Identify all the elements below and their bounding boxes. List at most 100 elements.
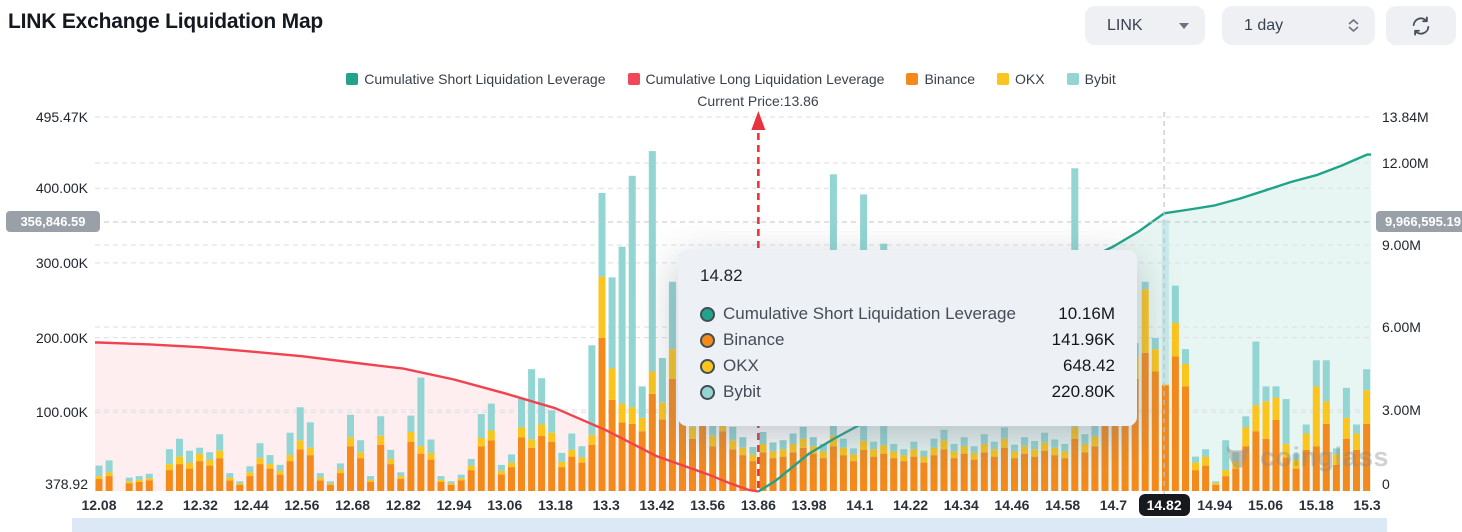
liquidation-bar-segment <box>1353 424 1360 434</box>
liquidation-bar-segment <box>186 450 193 463</box>
x-axis-tick-13.18: 13.18 <box>537 497 573 513</box>
liquidation-bar-segment <box>1000 447 1008 491</box>
right-axis-tick: 6.00M <box>1382 319 1421 336</box>
liquidation-bar-segment <box>1021 446 1028 454</box>
x-axis-tick-12.94: 12.94 <box>436 497 472 513</box>
liquidation-bar-segment <box>689 438 696 491</box>
liquidation-bar-segment <box>508 467 515 491</box>
liquidation-bar-segment <box>648 151 656 372</box>
liquidation-bar-segment <box>1222 476 1230 491</box>
x-axis-tick-13.06: 13.06 <box>487 497 523 513</box>
right-axis-tick: 0 <box>1382 476 1390 492</box>
liquidation-bar-segment <box>1051 439 1059 448</box>
liquidation-bar-segment <box>568 433 576 450</box>
liquidation-bar-segment <box>538 424 546 436</box>
liquidation-bar-segment <box>1363 390 1371 424</box>
liquidation-bar-segment <box>759 432 767 444</box>
liquidation-bar-segment <box>457 478 465 481</box>
liquidation-bar-segment <box>377 444 385 491</box>
liquidation-bar-segment <box>638 431 646 491</box>
liquidation-bar-segment <box>186 468 193 491</box>
liquidation-bar-segment <box>296 440 304 450</box>
liquidation-bar-segment <box>739 437 747 448</box>
x-axis-tick-12.56: 12.56 <box>284 497 320 513</box>
liquidation-bar-segment <box>256 458 264 465</box>
liquidation-bar-segment <box>769 442 777 452</box>
liquidation-bar-segment <box>789 452 797 491</box>
liquidation-bar-segment <box>105 460 113 473</box>
liquidation-bar-segment <box>779 440 787 450</box>
liquidation-bar-segment <box>1302 424 1310 434</box>
liquidation-bar-segment <box>1232 452 1240 462</box>
interval-select[interactable]: 1 day <box>1222 6 1375 45</box>
liquidation-bar-segment <box>397 476 405 480</box>
liquidation-bar-segment <box>870 441 878 450</box>
legend-label: Cumulative Long Liquidation Leverage <box>645 71 885 87</box>
liquidation-bar-segment <box>246 466 254 473</box>
legend-item-okx[interactable]: OKX <box>997 71 1045 87</box>
liquidation-bar-segment <box>839 447 847 456</box>
liquidation-bar-segment <box>407 441 415 491</box>
liquidation-bar-segment <box>176 464 183 491</box>
liquidation-bar-segment <box>890 451 898 459</box>
legend-item-bybit[interactable]: Bybit <box>1066 71 1116 87</box>
liquidation-bar-segment <box>226 477 234 481</box>
right-axis-tick: 9.00M <box>1382 237 1421 254</box>
legend-item-cumulative-long-liquidation-leverage[interactable]: Cumulative Long Liquidation Leverage <box>627 71 885 87</box>
liquidation-bar-segment <box>266 455 274 465</box>
liquidation-bar-segment <box>618 422 626 491</box>
symbol-select[interactable]: LINK <box>1085 6 1205 45</box>
liquidation-bar-segment <box>316 480 324 491</box>
liquidation-bar-segment <box>950 451 958 459</box>
liquidation-bar-segment <box>1061 458 1069 491</box>
liquidation-bar-segment <box>206 459 214 466</box>
liquidation-bar-segment <box>286 461 294 491</box>
liquidation-bar-segment <box>819 451 827 459</box>
liquidation-bar-segment <box>920 462 928 491</box>
x-axis-tick-14.46: 14.46 <box>994 497 1030 513</box>
liquidation-bar-segment <box>990 449 998 457</box>
liquidation-bar-segment <box>216 458 224 491</box>
chart-scrollbar[interactable] <box>72 518 1387 532</box>
liquidation-bar-segment <box>1021 453 1028 491</box>
liquidation-bar-segment <box>457 474 465 479</box>
tooltip-row-short: Cumulative Short Liquidation Leverage 10… <box>700 301 1115 327</box>
symbol-select-value: LINK <box>1107 16 1143 34</box>
liquidation-bar-segment <box>1322 401 1330 424</box>
liquidation-bar-segment <box>528 447 536 491</box>
liquidation-bar-segment <box>437 476 445 480</box>
liquidation-bar-segment <box>658 419 666 491</box>
liquidation-bar-segment <box>437 482 445 491</box>
liquidation-bar-segment <box>165 464 173 471</box>
x-axis-tick-14.34: 14.34 <box>943 497 979 513</box>
legend-item-cumulative-short-liquidation-leverage[interactable]: Cumulative Short Liquidation Leverage <box>346 71 606 87</box>
liquidation-bar-segment <box>407 432 415 442</box>
liquidation-bar-segment <box>628 175 636 408</box>
liquidation-bar-segment <box>1353 433 1360 450</box>
liquidation-bar-segment <box>357 458 365 491</box>
right-axis-tick: 13.84M <box>1382 109 1429 125</box>
liquidation-bar-segment <box>1182 386 1189 491</box>
refresh-button[interactable] <box>1386 6 1456 45</box>
right-axis-tick: 12.00M <box>1382 154 1429 171</box>
liquidation-bar-segment <box>960 446 968 454</box>
liquidation-bar-segment <box>890 458 898 491</box>
liquidation-bar-segment <box>739 455 747 491</box>
legend-swatch-icon <box>906 73 919 85</box>
legend-item-binance[interactable]: Binance <box>906 71 975 87</box>
liquidation-bar-segment <box>759 443 767 453</box>
liquidation-bar-segment <box>648 393 656 491</box>
liquidation-bar-segment <box>1171 322 1179 357</box>
liquidation-bar-segment <box>306 447 314 456</box>
liquidation-bar-segment <box>528 369 536 440</box>
liquidation-bar-segment <box>608 277 616 369</box>
liquidation-bar-segment <box>1212 485 1220 491</box>
liquidation-bar-segment <box>839 455 847 491</box>
liquidation-bar-segment <box>95 465 103 477</box>
crosshair-x-axis-badge: 14.82 <box>1138 494 1190 516</box>
liquidation-bar-segment <box>598 276 606 338</box>
liquidation-bar-segment <box>860 449 868 491</box>
liquidation-bar-segment <box>960 437 968 447</box>
liquidation-bar-segment <box>1332 454 1340 465</box>
liquidation-bar-segment <box>497 464 505 471</box>
